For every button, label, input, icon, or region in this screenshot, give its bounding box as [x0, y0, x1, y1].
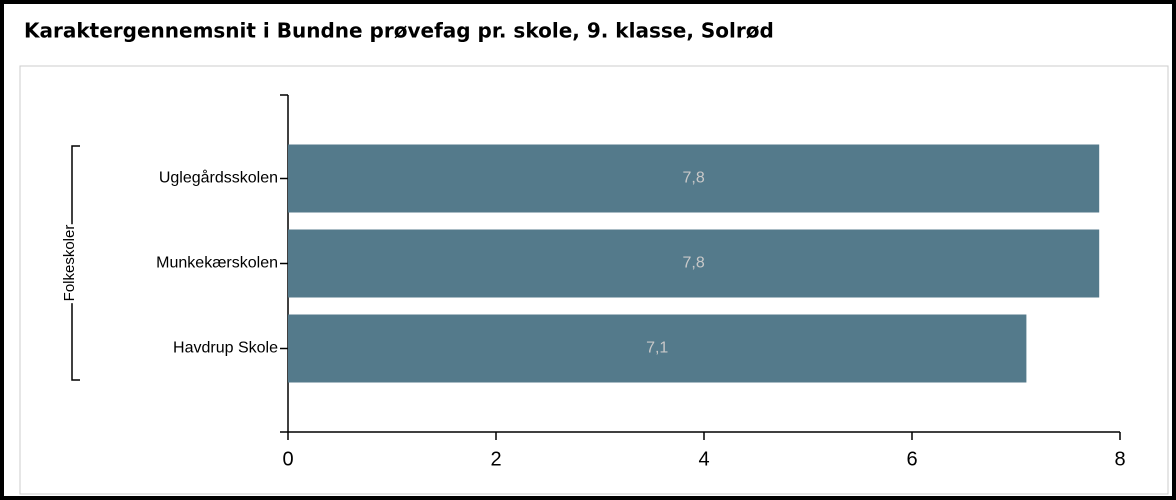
- value-label: 7,1: [646, 340, 668, 357]
- x-tick-label: 6: [906, 448, 917, 470]
- bar: [288, 314, 1027, 383]
- group-bracket: [71, 145, 80, 381]
- x-tick-label: 2: [490, 448, 501, 470]
- bar: [288, 144, 1100, 213]
- x-tick-label: 0: [282, 448, 293, 470]
- value-label: 7,8: [682, 255, 704, 272]
- x-tick-label: 8: [1114, 448, 1125, 470]
- group-label: Folkeskoler: [61, 225, 78, 302]
- bar: [288, 229, 1100, 298]
- chart-title: Karaktergennemsnit i Bundne prøvefag pr.…: [24, 19, 774, 43]
- value-label: 7,8: [682, 170, 704, 187]
- x-tick-label: 4: [698, 448, 709, 470]
- y-tick-label: Munkekærskolen: [156, 255, 278, 272]
- y-tick-label: Havdrup Skole: [173, 340, 278, 357]
- y-tick-label: Uglegårdsskolen: [159, 169, 278, 187]
